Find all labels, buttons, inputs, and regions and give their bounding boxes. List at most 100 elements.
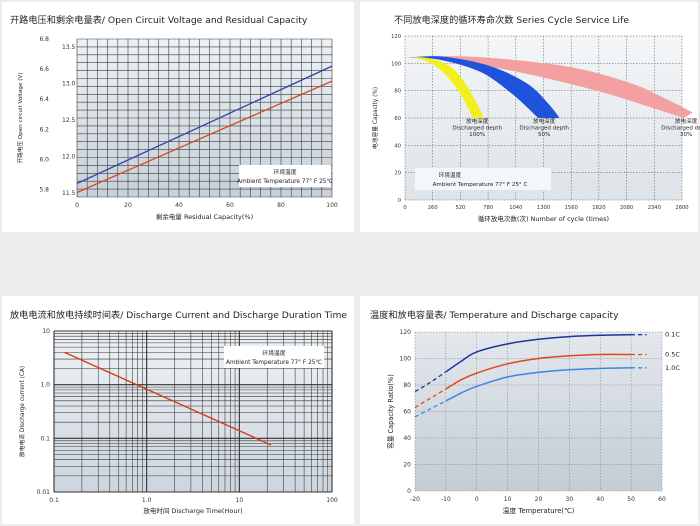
series-line xyxy=(64,351,272,446)
x-tick-label: 10 xyxy=(236,497,244,504)
y-tick-label: 0 xyxy=(398,198,401,204)
y-tick-label: 6.2 xyxy=(39,126,49,133)
series-label: Discharged depth xyxy=(661,126,700,132)
series-line xyxy=(445,333,632,373)
y-tick-label: 0.01 xyxy=(37,489,51,496)
annotation-box xyxy=(415,168,551,190)
x-tick-label: 40 xyxy=(175,202,183,209)
annotation-box xyxy=(224,346,324,368)
x-tick-label: 0 xyxy=(475,496,479,503)
y-tick-label-right: 12.0 xyxy=(62,154,76,161)
series-label: 放电深度 xyxy=(466,117,489,125)
chart-panel-temperature: 温度和放电容量表/ Temperature and Discharge capa… xyxy=(360,296,698,524)
y-tick-label: 40 xyxy=(394,143,401,149)
temperature-chart-svg: -20 -10 0 10 20 30 40 50 60 0 20 40 60 80 100 120 温度 Tem… xyxy=(386,329,680,515)
annotation-text: 环境温度 xyxy=(262,349,285,357)
chart-panel-ocv: 开路电压和剩余电量表/ Open Circuit Voltage and Res… xyxy=(2,2,354,232)
chart-title: 开路电压和剩余电量表/ Open Circuit Voltage and Res… xyxy=(10,15,308,26)
y-tick-label: 20 xyxy=(394,171,401,177)
y-tick-label: 120 xyxy=(400,329,412,336)
x-tick-label: 1040 xyxy=(509,205,522,211)
series-area xyxy=(405,57,484,118)
series-label: 放电深度 xyxy=(675,117,698,125)
x-tick-label: 2600 xyxy=(675,205,688,211)
series-line-dashed xyxy=(414,371,447,393)
y-tick-label-right: 12.5 xyxy=(62,117,76,124)
y-tick-label: 0.1 xyxy=(40,435,50,442)
series-line xyxy=(76,65,333,185)
series-label: 100% xyxy=(469,132,485,138)
x-tick-label: 1.0 xyxy=(142,497,152,504)
annotation-box xyxy=(239,165,331,187)
y-tick-label-right: 13.0 xyxy=(62,81,76,88)
series-label: 50% xyxy=(538,132,550,138)
y-tick-label: 6.0 xyxy=(39,156,49,163)
x-tick-label: -10 xyxy=(441,496,451,503)
series-line-dashed xyxy=(414,388,447,409)
x-tick-label: 100 xyxy=(326,497,338,504)
y-tick-label: 100 xyxy=(400,356,412,363)
series-label: Discharged depth xyxy=(519,126,569,132)
annotation-text: Ambient Temperature 77° F 25° C xyxy=(433,182,528,188)
y-tick-label: 60 xyxy=(394,116,401,122)
y-axis-label: 开路电压 Open circuit Voltage (V) xyxy=(16,73,24,164)
x-tick-label: 520 xyxy=(455,205,465,211)
x-axis-label: 剩余电量 Residual Capacity(%) xyxy=(156,212,253,221)
x-tick-label: 10 xyxy=(504,496,512,503)
series-line xyxy=(445,353,632,390)
y-tick-label: 100 xyxy=(391,61,401,67)
y-tick-label-right: 13.5 xyxy=(62,44,76,51)
y-tick-label: 6.4 xyxy=(39,96,49,103)
y-tick-label-right: 11.5 xyxy=(62,190,76,197)
y-tick-label: 1.0 xyxy=(40,382,50,389)
y-axis-label: 放电电流 Discharge current (CA) xyxy=(18,366,26,457)
series-area xyxy=(405,56,693,118)
series-label: Discharged depth xyxy=(452,126,502,132)
series-line xyxy=(445,367,632,402)
x-tick-label: 0 xyxy=(403,205,406,211)
series-line-dashed xyxy=(414,400,447,418)
series-label: 放电深度 xyxy=(533,117,556,125)
legend-label: 1.0C xyxy=(665,364,680,372)
y-tick-label: 60 xyxy=(403,409,411,416)
x-tick-label: 1560 xyxy=(565,205,578,211)
x-tick-label: 80 xyxy=(277,202,285,209)
cycle-life-chart-svg: 0 260 520 780 1040 1300 1560 1820 2080 2340 260002… xyxy=(371,34,700,223)
x-tick-label: 50 xyxy=(627,496,635,503)
x-tick-label: 260 xyxy=(428,205,438,211)
y-axis-label: 电池容量 Capacity (%) xyxy=(371,87,379,149)
x-tick-label: -20 xyxy=(410,496,420,503)
y-tick-label: 10 xyxy=(42,328,50,335)
x-tick-label: 60 xyxy=(658,496,666,503)
x-tick-label: 20 xyxy=(124,202,132,209)
ocv-chart-svg: 0 20 40 60 80 100 6.8 6.6 6.4 6.2 6.0 5.8 13.5 13.0 12… xyxy=(16,36,338,221)
x-tick-label: 60 xyxy=(226,202,234,209)
annotation-text: Ambient Temperature 77° F 25℃ xyxy=(226,359,322,366)
x-tick-label: 780 xyxy=(483,205,493,211)
x-tick-label: 100 xyxy=(326,202,338,209)
chart-panel-cycle-life: 不同放电深度的循环寿命次数 Series Cycle Service Life … xyxy=(360,2,700,232)
x-axis-label: 循环放电次数(次) Number of cycle (times) xyxy=(478,214,609,223)
x-tick-label: 1820 xyxy=(592,205,605,211)
y-tick-label: 80 xyxy=(394,89,401,95)
chart-panel-discharge-duration: 放电电流和放电持续时间表/ Discharge Current and Disc… xyxy=(2,296,354,524)
x-axis-label: 放电时间 Discharge Time(Hour) xyxy=(143,506,242,515)
x-tick-label: 0.1 xyxy=(49,497,59,504)
x-tick-label: 20 xyxy=(535,496,543,503)
y-tick-label: 6.8 xyxy=(39,36,49,43)
y-tick-label: 0 xyxy=(407,488,411,495)
chart-title: 放电电流和放电持续时间表/ Discharge Current and Disc… xyxy=(10,310,348,321)
x-tick-label: 2080 xyxy=(620,205,633,211)
legend-label: 0.5C xyxy=(665,351,680,359)
annotation-text: 环境温度 xyxy=(273,168,296,176)
annotation-text: 环境温度 xyxy=(439,171,462,179)
y-tick-label: 40 xyxy=(403,435,411,442)
series-label: 30% xyxy=(680,132,692,138)
x-tick-label: 1300 xyxy=(537,205,550,211)
x-tick-label: 2340 xyxy=(648,205,661,211)
y-tick-label: 6.6 xyxy=(39,66,49,73)
y-tick-label: 80 xyxy=(403,382,411,389)
x-tick-label: 0 xyxy=(75,202,79,209)
x-axis-label: 温度 Temperature(℃) xyxy=(503,506,575,515)
y-axis-label: 容量 Capacity Ratio(%) xyxy=(386,374,395,449)
